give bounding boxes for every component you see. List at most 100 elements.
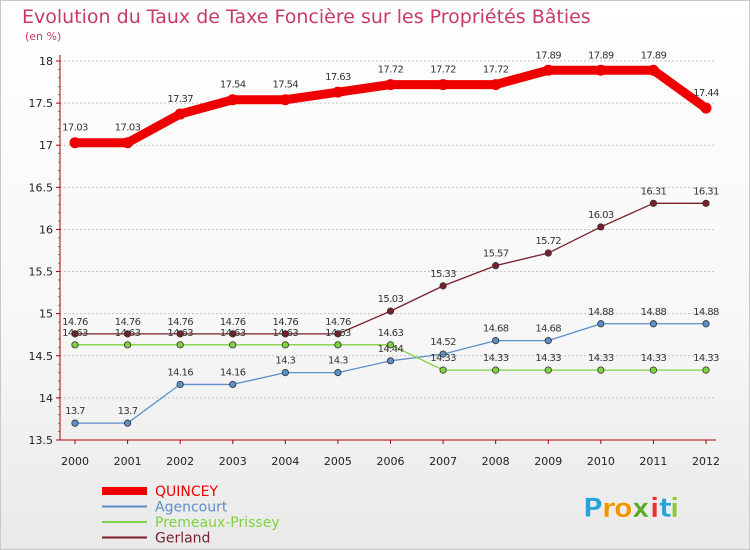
data-label: 14.33 <box>693 353 719 364</box>
data-point <box>700 102 712 114</box>
data-point <box>227 94 239 106</box>
data-label: 14.16 <box>167 367 193 378</box>
data-label: 14.33 <box>483 353 509 364</box>
legend-label: Premeaux-Prissey <box>155 515 280 531</box>
data-label: 14.44 <box>378 344 404 355</box>
data-point <box>229 380 237 389</box>
data-label: 14.88 <box>588 307 614 318</box>
data-point <box>490 79 502 91</box>
x-tick-label: 2004 <box>271 455 299 468</box>
data-label: 17.72 <box>378 65 404 76</box>
data-label: 16.31 <box>641 186 667 197</box>
data-point <box>702 320 710 328</box>
logo-letter: x <box>632 493 649 524</box>
data-label: 14.63 <box>167 328 193 339</box>
data-label: 14.76 <box>325 317 351 328</box>
data-label: 14.3 <box>275 356 295 367</box>
y-tick-label: 18 <box>39 55 53 68</box>
data-point <box>702 199 710 207</box>
data-label: 14.68 <box>535 324 561 335</box>
data-point <box>71 341 79 349</box>
x-tick-label: 2008 <box>482 455 510 468</box>
data-point <box>281 330 289 338</box>
x-tick-label: 2009 <box>534 455 562 468</box>
legend-label: Agencourt <box>155 500 228 516</box>
data-label: 14.63 <box>220 328 246 339</box>
data-label: 14.33 <box>641 353 667 364</box>
data-point <box>69 137 81 149</box>
data-label: 14.3 <box>328 356 348 367</box>
data-point <box>439 366 447 374</box>
y-tick-labels: 13.5 14 14.5 15 15.5 16 16.5 17 17.5 18 <box>29 55 54 447</box>
data-label: 14.68 <box>483 324 509 335</box>
data-point <box>597 320 605 328</box>
data-label: 17.37 <box>167 94 193 105</box>
logo-letter: r <box>602 493 616 524</box>
data-point <box>544 249 552 257</box>
x-tick-label: 2002 <box>166 455 194 468</box>
data-label: 14.16 <box>220 367 246 378</box>
data-label: 17.03 <box>115 123 141 134</box>
data-label: 15.33 <box>430 269 456 280</box>
data-label: 14.63 <box>115 328 141 339</box>
logo-letter: i <box>670 493 679 524</box>
data-label: 15.57 <box>483 249 509 260</box>
data-point <box>544 366 552 374</box>
data-point <box>122 137 134 149</box>
data-point <box>702 366 710 374</box>
data-point <box>492 337 500 345</box>
data-label: 13.7 <box>65 406 85 417</box>
data-point <box>71 330 79 338</box>
data-labels: 13.7 13.7 14.16 14.16 14.3 14.3 14.44 14.52 14.6… <box>62 50 719 417</box>
data-point <box>492 262 500 270</box>
legend-label: Gerland <box>155 531 210 547</box>
y-tick-label: 14 <box>39 392 53 405</box>
data-point <box>281 341 289 349</box>
data-point <box>649 366 658 374</box>
chart-title: Evolution du Taux de Taxe Foncière sur l… <box>22 6 591 28</box>
data-point <box>544 337 552 345</box>
data-point <box>649 199 658 207</box>
data-label: 14.76 <box>273 317 299 328</box>
data-label: 17.44 <box>693 88 719 99</box>
data-point <box>439 282 447 290</box>
data-label: 14.76 <box>115 317 141 328</box>
data-point <box>437 79 449 91</box>
legend-label: QUINCEY <box>155 484 218 500</box>
y-tick-label: 14.5 <box>29 350 54 363</box>
data-label: 17.54 <box>220 80 246 91</box>
data-label: 14.33 <box>430 353 456 364</box>
logo-letter: i <box>650 493 659 524</box>
data-label: 14.76 <box>220 317 246 328</box>
y-tick-label: 15 <box>39 308 53 321</box>
x-tick-label: 2005 <box>324 455 352 468</box>
data-point <box>385 79 396 91</box>
data-label: 17.72 <box>430 65 456 76</box>
data-point <box>492 366 500 374</box>
data-point <box>176 330 184 338</box>
data-point <box>334 341 342 349</box>
data-label: 17.89 <box>588 50 614 61</box>
data-point <box>176 380 184 389</box>
data-label: 14.88 <box>693 307 719 318</box>
data-label: 14.88 <box>641 307 667 318</box>
y-tick-label: 15.5 <box>29 266 54 279</box>
y-tick-label: 13.5 <box>29 434 54 447</box>
data-point <box>334 369 342 377</box>
y-tick-label: 16.5 <box>29 181 54 194</box>
data-label: 14.63 <box>325 328 351 339</box>
data-point <box>279 94 291 106</box>
data-point <box>649 320 658 328</box>
x-tick-label: 2003 <box>219 455 247 468</box>
logo-letter: P <box>583 493 603 524</box>
data-point <box>597 223 605 231</box>
data-point <box>597 366 605 374</box>
data-point <box>281 369 289 377</box>
data-label: 15.03 <box>378 294 404 305</box>
data-point <box>332 86 344 98</box>
x-tick-label: 2007 <box>429 455 457 468</box>
data-label: 16.31 <box>693 186 719 197</box>
